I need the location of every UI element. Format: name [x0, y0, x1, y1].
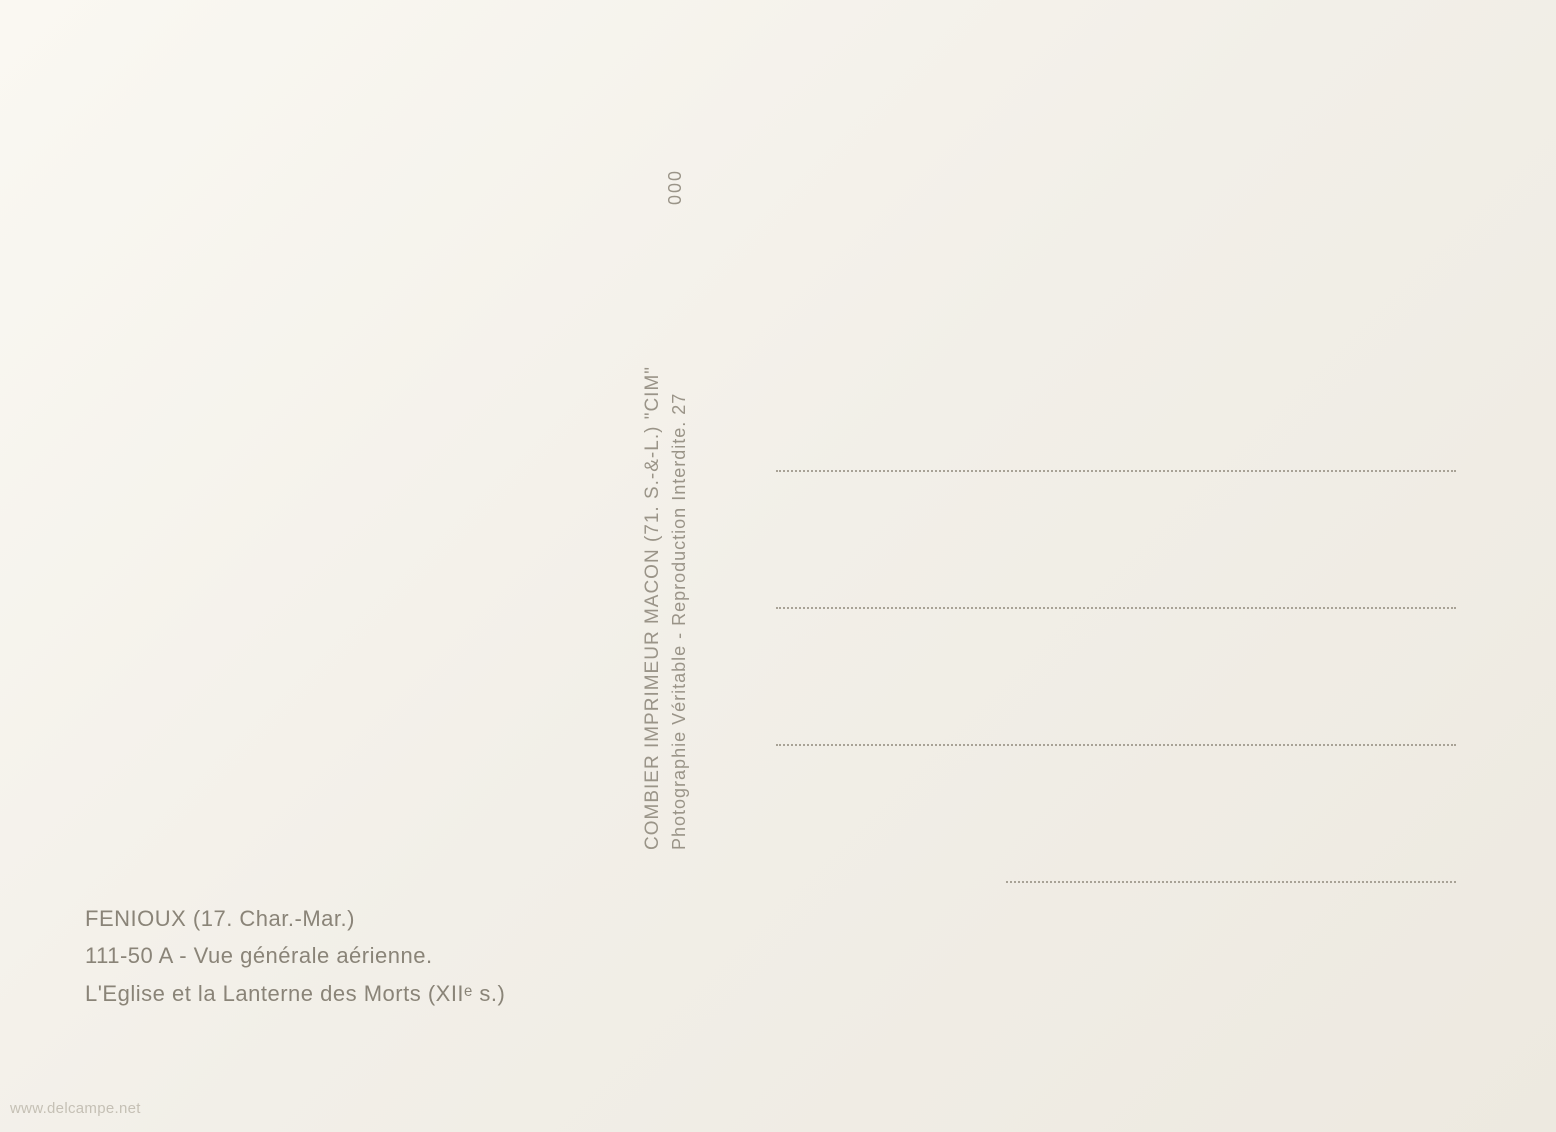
caption-reference: 111-50 A - Vue générale aérienne.	[85, 937, 505, 974]
caption-description: L'Eglise et la Lanterne des Morts (XIIᵉ …	[85, 975, 505, 1012]
publisher-line1: COMBIER IMPRIMEUR MACON (71. S.-&-L.) "C…	[640, 366, 667, 850]
postcard-back: COMBIER IMPRIMEUR MACON (71. S.-&-L.) "C…	[0, 0, 1556, 1132]
address-line-4	[1006, 881, 1456, 883]
site-watermark: www.delcampe.net	[10, 1100, 141, 1117]
publisher-info: COMBIER IMPRIMEUR MACON (71. S.-&-L.) "C…	[640, 366, 692, 850]
address-line-3	[776, 744, 1456, 746]
postcard-caption: FENIOUX (17. Char.-Mar.) 111-50 A - Vue …	[85, 900, 505, 1012]
publisher-line2: Photographie Véritable - Reproduction In…	[667, 366, 692, 850]
serial-number: 000	[665, 169, 686, 205]
address-line-1	[776, 470, 1456, 472]
address-line-2	[776, 607, 1456, 609]
address-area	[776, 470, 1456, 883]
caption-location: FENIOUX (17. Char.-Mar.)	[85, 900, 505, 937]
